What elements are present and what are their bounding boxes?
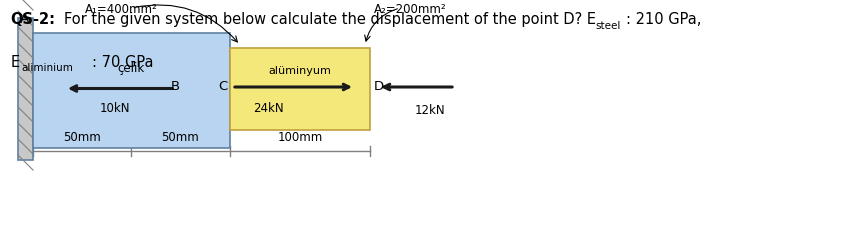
Text: steel: steel: [596, 21, 621, 31]
Bar: [33, 33, 230, 148]
Bar: [18, 18, 33, 160]
Text: 50mm: 50mm: [162, 131, 199, 144]
Text: : 210 GPa,: : 210 GPa,: [626, 12, 701, 27]
Text: C: C: [219, 81, 228, 93]
Text: 24kN: 24kN: [253, 102, 284, 116]
Text: D: D: [374, 81, 384, 93]
Text: 100mm: 100mm: [278, 131, 323, 144]
Text: 50mm: 50mm: [63, 131, 101, 144]
Text: A₁=400mm²: A₁=400mm²: [85, 3, 158, 16]
Text: A₂=200mm²: A₂=200mm²: [374, 3, 446, 16]
Text: alüminyum: alüminyum: [268, 66, 331, 76]
Text: E: E: [10, 55, 20, 69]
Text: aliminium: aliminium: [21, 63, 73, 73]
Text: For the given system below calculate the displacement of the point D? E: For the given system below calculate the…: [64, 12, 596, 27]
Text: 12kN: 12kN: [415, 104, 446, 118]
Text: çelik: çelik: [118, 62, 145, 75]
Text: A: A: [20, 12, 30, 26]
Text: 10kN: 10kN: [100, 102, 130, 115]
Text: QS-2:: QS-2:: [10, 12, 55, 27]
Text: : 70 GPa: : 70 GPa: [92, 55, 153, 69]
Bar: [230, 48, 370, 130]
Text: B: B: [170, 81, 180, 93]
